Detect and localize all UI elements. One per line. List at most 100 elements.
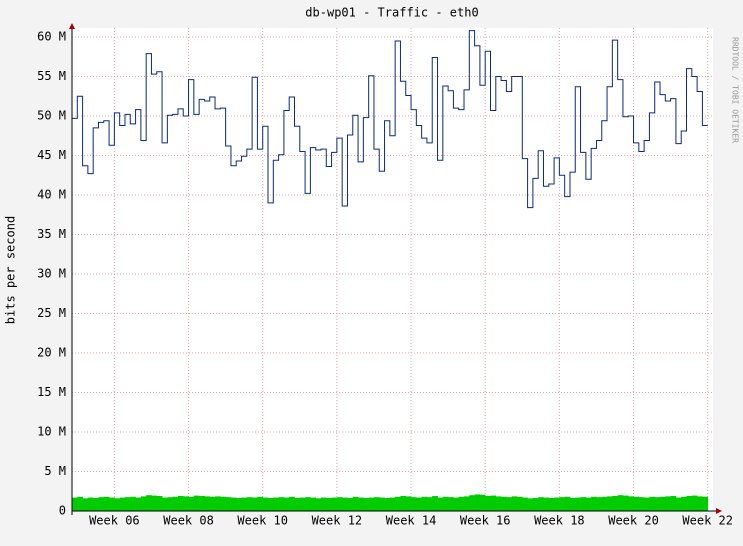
x-arrow xyxy=(716,508,722,514)
area-step xyxy=(331,497,338,511)
x-tick-label: Week 10 xyxy=(237,514,288,528)
area-step xyxy=(437,497,444,511)
area-step xyxy=(252,497,258,511)
area-step xyxy=(389,497,396,511)
area-step xyxy=(601,496,608,511)
area-step xyxy=(675,497,682,511)
area-step xyxy=(421,496,428,511)
y-tick-label: 30 M xyxy=(37,267,66,281)
y-tick-label: 20 M xyxy=(37,346,66,360)
area-step xyxy=(485,495,491,511)
area-step xyxy=(268,497,274,511)
area-step xyxy=(124,497,131,511)
area-step xyxy=(665,496,671,511)
area-step xyxy=(109,497,115,511)
area-step xyxy=(591,496,597,511)
area-step xyxy=(633,496,640,511)
area-step xyxy=(649,496,656,511)
y-tick-label: 25 M xyxy=(37,306,66,320)
area-step xyxy=(453,497,460,511)
x-tick-label: Week 08 xyxy=(163,514,214,528)
area-step xyxy=(156,495,163,511)
area-step xyxy=(580,497,587,511)
y-tick-label: 45 M xyxy=(37,148,66,162)
watermark: RRDTOOL / TOBI OETIKER xyxy=(731,37,740,143)
area-step xyxy=(644,497,650,511)
area-step xyxy=(177,495,184,511)
area-step xyxy=(167,497,173,511)
area-step xyxy=(506,497,512,511)
area-step xyxy=(448,497,454,511)
area-step xyxy=(654,497,661,511)
x-tick-label: Week 06 xyxy=(89,514,140,528)
area-step xyxy=(87,497,94,511)
area-step xyxy=(532,497,539,511)
area-step xyxy=(564,496,571,511)
area-step xyxy=(384,497,391,511)
x-tick-label: Week 14 xyxy=(386,514,437,528)
area-step xyxy=(225,497,232,511)
area-step xyxy=(379,497,385,511)
area-step xyxy=(336,497,343,511)
area-step xyxy=(72,497,78,511)
area-step xyxy=(681,496,687,511)
axes xyxy=(69,23,722,515)
area-step xyxy=(670,495,677,511)
x-tick-label: Week 18 xyxy=(534,514,585,528)
area-step xyxy=(257,496,264,511)
area-step xyxy=(183,496,189,511)
area-step xyxy=(660,496,666,511)
area-step xyxy=(411,497,417,511)
x-tick-label: Week 20 xyxy=(608,514,659,528)
area-step xyxy=(82,498,89,511)
area-step xyxy=(575,497,581,511)
y-tick-label: 5 M xyxy=(44,464,66,478)
area-step xyxy=(119,497,126,511)
area-step xyxy=(215,496,221,511)
area-step xyxy=(342,497,348,511)
area-step xyxy=(289,496,295,511)
area-step xyxy=(490,495,497,511)
area-step xyxy=(135,497,142,511)
chart-title: db-wp01 - Traffic - eth0 xyxy=(305,6,478,20)
area-step xyxy=(479,494,486,511)
area-step xyxy=(204,496,211,511)
area-step xyxy=(310,497,316,511)
area-step xyxy=(697,496,703,511)
y-tick-label: 55 M xyxy=(37,69,66,83)
grid xyxy=(72,28,713,511)
area-step xyxy=(368,497,375,511)
area-step xyxy=(315,498,322,511)
area-step xyxy=(188,496,195,511)
area-step xyxy=(522,497,528,511)
area-step xyxy=(305,497,311,511)
area-step xyxy=(511,496,518,511)
area-step xyxy=(569,497,576,511)
x-tick-label: Week 12 xyxy=(312,514,363,528)
area-step xyxy=(278,497,285,511)
area-step xyxy=(283,497,290,511)
area-step xyxy=(363,497,369,511)
area-step xyxy=(77,496,83,511)
area-step xyxy=(543,497,550,511)
area-step xyxy=(442,496,449,511)
y-tick-label: 15 M xyxy=(37,385,66,399)
area-step xyxy=(405,496,412,511)
y-tick-label: 50 M xyxy=(37,109,66,123)
y-tick-label: 40 M xyxy=(37,188,66,202)
area-step xyxy=(426,497,433,511)
area-step xyxy=(495,496,502,511)
area-step xyxy=(162,497,168,511)
x-tick-label: Week 22 xyxy=(682,514,733,528)
area-step xyxy=(193,495,200,511)
y-tick-label: 60 M xyxy=(37,30,66,44)
y-arrow xyxy=(69,23,75,29)
area-step xyxy=(516,496,523,511)
area-step xyxy=(596,497,603,511)
area-step xyxy=(559,497,565,511)
area-step xyxy=(702,496,709,511)
area-step xyxy=(103,496,110,511)
area-step xyxy=(209,496,216,511)
area-step xyxy=(114,498,120,511)
y-tick-label: 10 M xyxy=(37,425,66,439)
